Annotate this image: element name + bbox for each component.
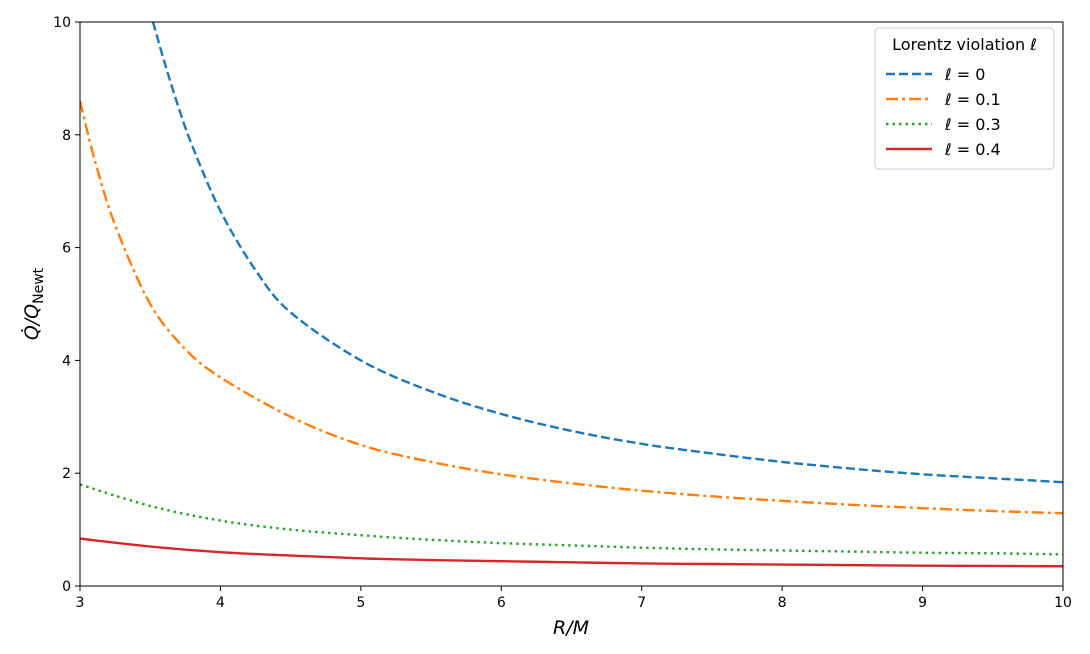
y-tick-label: 2 [62,466,71,482]
legend-label-1: ℓ = 0.1 [944,90,1001,109]
legend-box [874,27,1055,170]
x-axis-label: R/M [553,617,589,639]
y-tick-label: 0 [62,579,71,595]
y-tick-label: 10 [53,15,71,31]
series-line-3 [80,537,1063,568]
x-tick-label: 7 [637,595,646,611]
x-axis-ticks: 3 4 5 6 7 8 9 10 [76,586,1072,611]
y-axis-label-main: Q̇/Q [21,304,43,340]
x-tick-label: 3 [76,595,85,611]
legend-label-3: ℓ = 0.4 [944,140,1001,159]
x-tick-label: 5 [356,595,365,611]
y-tick-label: 8 [62,128,71,144]
x-tick-label: 4 [216,595,225,611]
x-tick-label: 8 [778,595,787,611]
y-axis-ticks: 0 2 4 6 8 10 [53,15,80,595]
series-line-2 [80,483,1063,556]
svg-text:Q̇/QNewt: Q̇/QNewt [21,267,47,340]
series-layer [80,22,1063,568]
x-tick-label: 10 [1054,595,1072,611]
legend: Lorentz violation ℓ ℓ = 0ℓ = 0.1ℓ = 0.3ℓ… [874,27,1055,170]
y-axis-label-sub: Newt [31,267,47,304]
x-tick-label: 9 [918,595,927,611]
y-axis-label: Q̇/QNewt [21,267,47,340]
legend-label-2: ℓ = 0.3 [944,115,1001,134]
legend-items: ℓ = 0 ℓ = 0.1 ℓ = 0.3 ℓ = 0.4 [886,65,1001,159]
legend-title: Lorentz violation ℓ [892,35,1037,54]
y-tick-label: 4 [62,353,71,369]
x-tick-label: 6 [497,595,506,611]
series-line-0 [151,22,1063,484]
legend-label-0: ℓ = 0 [944,65,985,84]
plot-frame [79,21,1064,587]
y-tick-label: 6 [62,241,71,257]
